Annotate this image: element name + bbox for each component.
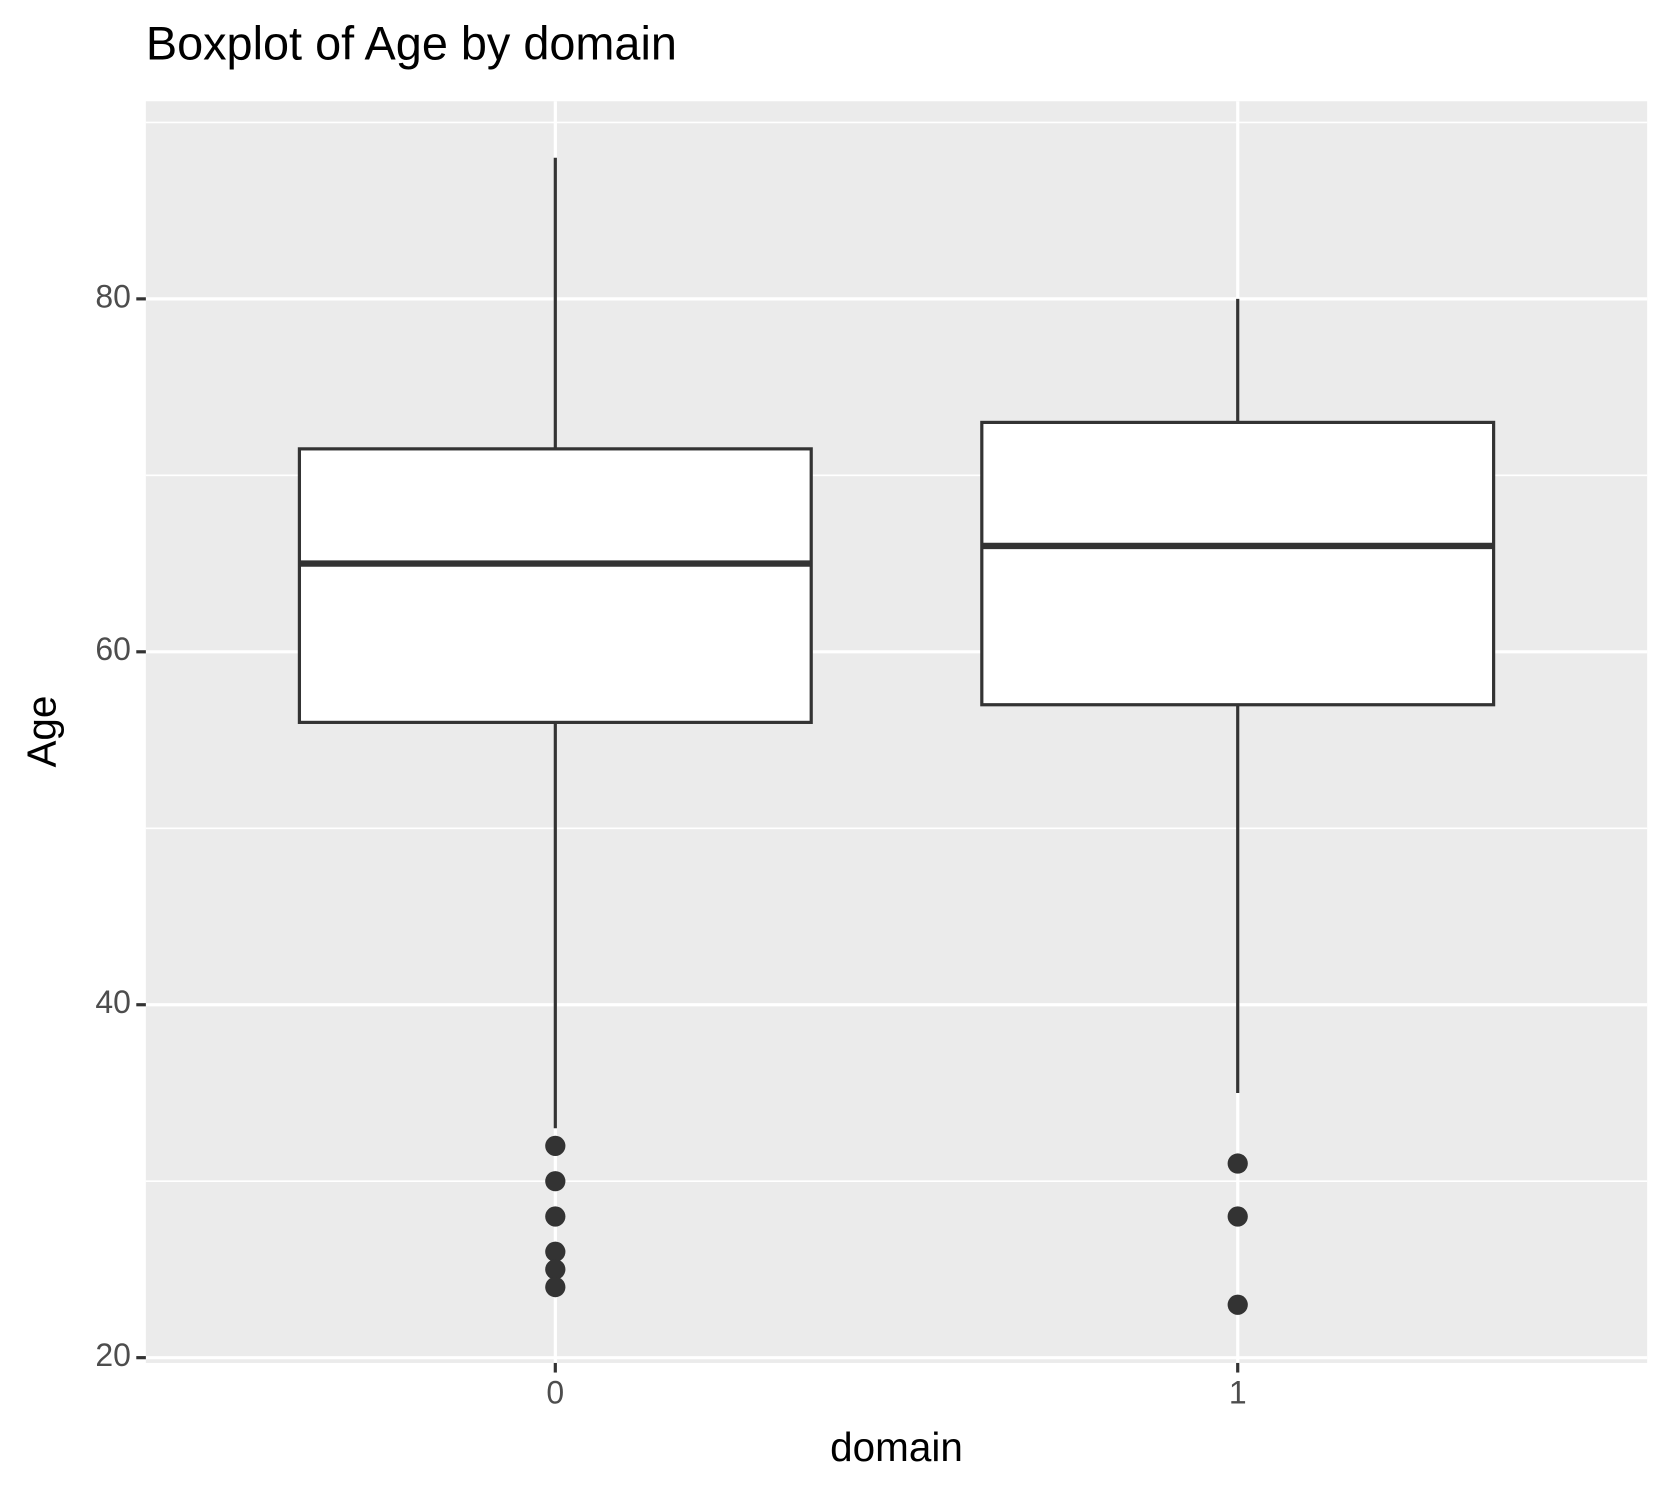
outlier: [545, 1241, 566, 1262]
y-tick-label: 80: [95, 278, 131, 314]
chart-title: Boxplot of Age by domain: [146, 17, 677, 69]
y-tick-label: 60: [95, 631, 131, 667]
y-axis-title: Age: [18, 696, 64, 768]
y-tick-label: 20: [95, 1337, 131, 1373]
plot-panel: [145, 101, 1648, 1363]
outlier: [545, 1135, 566, 1157]
outlier: [545, 1276, 566, 1298]
outlier: [545, 1171, 566, 1192]
outlier: [1227, 1153, 1248, 1174]
box: [297, 447, 813, 724]
box: [980, 420, 1496, 707]
x-tick-label: 0: [546, 1374, 564, 1410]
y-tick-label: 40: [95, 984, 131, 1020]
x-tick-label: 1: [1229, 1374, 1247, 1410]
x-axis-title: domain: [830, 1424, 963, 1470]
outlier: [545, 1259, 566, 1280]
outlier: [1227, 1206, 1248, 1227]
outlier: [545, 1206, 566, 1227]
outlier: [1227, 1294, 1248, 1315]
